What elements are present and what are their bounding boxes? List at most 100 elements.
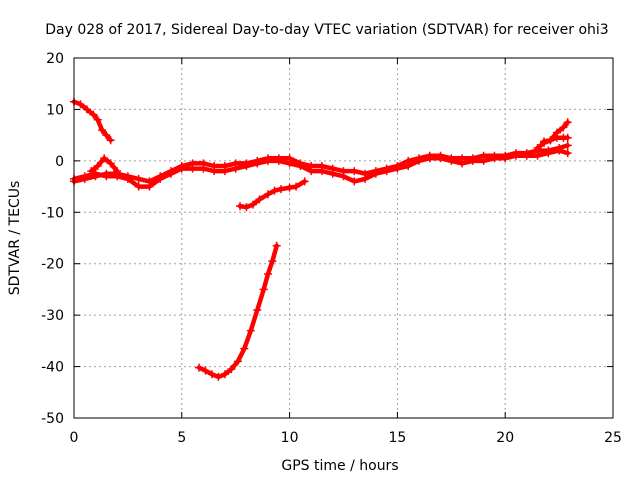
data-point [350, 167, 359, 176]
data-point [76, 100, 85, 109]
data-point [296, 162, 305, 170]
data-point [220, 370, 229, 379]
data-point [201, 366, 210, 375]
data-point [300, 177, 309, 186]
data-point [522, 151, 531, 160]
data-point [563, 133, 572, 142]
data-point [563, 141, 572, 150]
data-point [240, 344, 249, 353]
x-axis-label: GPS time / hours [281, 458, 398, 474]
data-point [414, 156, 423, 165]
data-point [210, 167, 219, 176]
data-point [220, 167, 229, 176]
data-point [546, 136, 555, 145]
series-layer [70, 97, 572, 381]
data-point [317, 167, 326, 176]
y-axis-label: SDTVAR / TECUs [7, 181, 23, 296]
data-point [404, 162, 413, 170]
x-tick-label: 5 [177, 430, 186, 446]
x-tick-label: 15 [388, 430, 406, 446]
data-point [552, 128, 561, 137]
data-point [100, 154, 109, 163]
data-point [540, 137, 549, 146]
data-point [195, 363, 204, 372]
y-tick-label: -20 [41, 257, 64, 273]
data-point [188, 164, 197, 173]
data-point [292, 182, 301, 191]
data-point [436, 154, 445, 163]
data-point [533, 151, 542, 160]
data-point [264, 190, 273, 199]
data-point [371, 169, 380, 178]
data-point [233, 357, 242, 366]
y-tick-label: -10 [41, 205, 64, 221]
data-point [555, 146, 564, 155]
data-point [145, 182, 154, 191]
data-point [253, 159, 262, 168]
data-point [236, 202, 245, 211]
data-point [270, 186, 279, 195]
data-point [93, 115, 102, 124]
y-tick-label: 0 [55, 154, 64, 170]
data-point [98, 126, 107, 134]
data-point [272, 241, 281, 250]
data-point [425, 154, 434, 163]
y-tick-label: -40 [41, 360, 64, 376]
data-point [268, 257, 277, 266]
data-point [350, 177, 359, 186]
data-point [87, 167, 96, 176]
data-point [93, 162, 102, 170]
data-point [102, 131, 111, 140]
data-point [563, 118, 572, 127]
data-point [134, 174, 143, 183]
series-early-descent [71, 99, 113, 143]
data-point [544, 149, 553, 158]
data-point [207, 370, 216, 379]
data-point [458, 159, 467, 168]
data-point [511, 151, 520, 160]
data-point [123, 174, 132, 183]
series-dip [196, 243, 279, 380]
data-point [248, 200, 257, 209]
data-point [307, 167, 316, 176]
data-point [501, 154, 510, 163]
data-point [393, 164, 402, 173]
series-mid-arc [237, 179, 307, 210]
data-point [264, 270, 273, 278]
data-point [339, 172, 348, 181]
data-point [80, 172, 89, 181]
data-point [274, 156, 283, 165]
data-point [259, 285, 268, 294]
data-point [533, 144, 542, 152]
data-point [490, 154, 499, 163]
data-point [382, 167, 391, 176]
y-tick-label: 10 [46, 102, 64, 118]
data-point [91, 169, 100, 178]
y-tick-label: -30 [41, 308, 64, 324]
data-point [479, 156, 488, 165]
data-point [199, 164, 208, 173]
data-point [361, 174, 370, 183]
data-point [246, 326, 255, 335]
data-point [253, 306, 262, 314]
data-point [231, 164, 240, 173]
data-point [447, 156, 456, 165]
series-main-band [71, 143, 570, 184]
data-point [285, 159, 294, 168]
data-point [134, 182, 143, 191]
data-point [559, 123, 568, 132]
y-tick-label: 20 [46, 51, 64, 67]
data-point [102, 172, 111, 181]
tick-layer: 0 5 10 15 20 25 -50 -40 -30 -20 -10 0 10 20 [41, 51, 622, 446]
data-point [177, 164, 186, 173]
data-point [82, 105, 91, 114]
data-point [242, 162, 251, 170]
data-point [255, 195, 264, 204]
data-point [285, 183, 294, 192]
data-point [106, 159, 115, 168]
data-point [156, 174, 165, 183]
data-point [563, 149, 572, 158]
x-tick-label: 10 [281, 430, 299, 446]
chart-title: Day 028 of 2017, Sidereal Day-to-day VTE… [45, 22, 608, 38]
